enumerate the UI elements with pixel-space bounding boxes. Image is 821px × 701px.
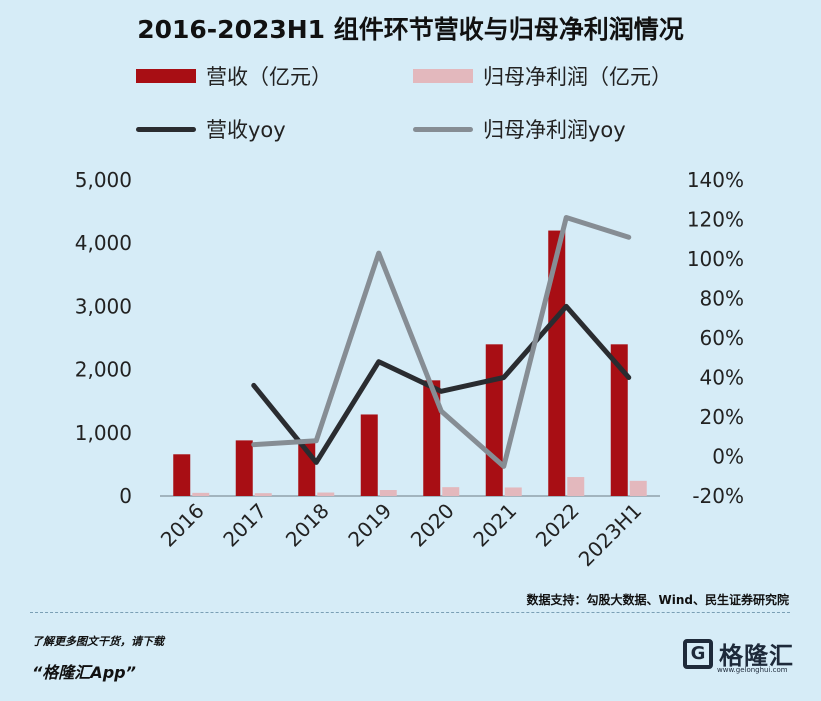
x-tick-label: 2022	[531, 499, 584, 552]
legend-label-net-profit: 归母净利润（亿元）	[483, 65, 672, 89]
bar-net-profit	[629, 480, 647, 496]
legend-swatch-revenue	[136, 69, 196, 83]
left-tick-label: 3,000	[75, 294, 132, 318]
x-tick-label: 2018	[281, 499, 334, 552]
footer-download-text: 了解更多图文干货，请下载	[32, 635, 164, 648]
chart-plot: 0 1,000 2,000 3,000 4,000 5,000 -20% 0% 20% 40% 60…	[75, 168, 744, 572]
left-tick-label: 5,000	[75, 168, 132, 192]
bar-revenue	[485, 344, 503, 496]
bar-net-profit	[567, 477, 585, 496]
bar-net-profit	[442, 487, 460, 496]
left-tick-label: 2,000	[75, 358, 132, 382]
right-tick-label: 0%	[712, 445, 744, 469]
chart-title: 2016-2023H1 组件环节营收与归母净利润情况	[137, 15, 684, 44]
bar-net-profit	[379, 489, 397, 496]
left-tick-label: 1,000	[75, 421, 132, 445]
right-tick-label: -20%	[692, 484, 744, 508]
divider	[30, 612, 790, 613]
bar-net-profit	[504, 487, 522, 496]
logo-mark: G	[683, 638, 713, 669]
legend-item-net-profit-yoy: 归母净利润yoy	[413, 114, 626, 144]
right-tick-label: 140%	[687, 168, 744, 192]
logo: G 格隆汇	[683, 636, 794, 671]
legend-label-revenue: 营收（亿元）	[206, 65, 332, 89]
x-tick-label: 2017	[218, 499, 271, 552]
legend-swatch-net-profit	[413, 69, 473, 83]
right-tick-label: 100%	[687, 247, 744, 271]
x-tick-label: 2020	[406, 499, 459, 552]
logo-text: 格隆汇	[719, 642, 794, 670]
legend-item-revenue: 营收（亿元）	[136, 61, 332, 91]
legend-swatch-revenue-yoy	[136, 126, 196, 132]
right-tick-label: 40%	[700, 366, 744, 390]
x-tick-label: 2019	[343, 499, 396, 552]
bar-revenue	[548, 230, 566, 496]
bar-net-profit	[317, 492, 335, 496]
legend-item-net-profit: 归母净利润（亿元）	[413, 61, 672, 91]
legend-label-revenue-yoy: 营收yoy	[206, 118, 286, 142]
source-note: 数据支持：勾股大数据、Wind、民生证券研究院	[526, 593, 789, 607]
bar-revenue	[610, 344, 628, 496]
bar-revenue	[360, 414, 378, 496]
legend-item-revenue-yoy: 营收yoy	[136, 114, 286, 144]
legend-label-net-profit-yoy: 归母净利润yoy	[483, 118, 626, 142]
left-tick-label: 0	[119, 484, 132, 508]
bar-revenue	[173, 454, 191, 496]
line-net-profit-yoy	[251, 215, 632, 469]
footer-app-name: “格隆汇App”	[32, 663, 136, 682]
legend-swatch-net-profit-yoy	[413, 126, 473, 132]
right-tick-label: 20%	[700, 405, 744, 429]
line-revenue-yoy	[251, 303, 632, 465]
bar-net-profit	[192, 492, 210, 496]
right-tick-label: 60%	[700, 326, 744, 350]
bar-revenue	[235, 440, 253, 496]
x-tick-label: 2021	[468, 499, 521, 552]
x-tick-label: 2016	[156, 499, 209, 552]
bar-net-profit	[254, 493, 272, 496]
right-tick-label: 80%	[700, 287, 744, 311]
right-tick-label: 120%	[687, 208, 744, 232]
x-tick-label: 2023H1	[574, 499, 647, 572]
logo-url: www.gelonghui.com	[717, 666, 788, 674]
bar-revenue	[423, 380, 441, 496]
left-tick-label: 4,000	[75, 231, 132, 255]
